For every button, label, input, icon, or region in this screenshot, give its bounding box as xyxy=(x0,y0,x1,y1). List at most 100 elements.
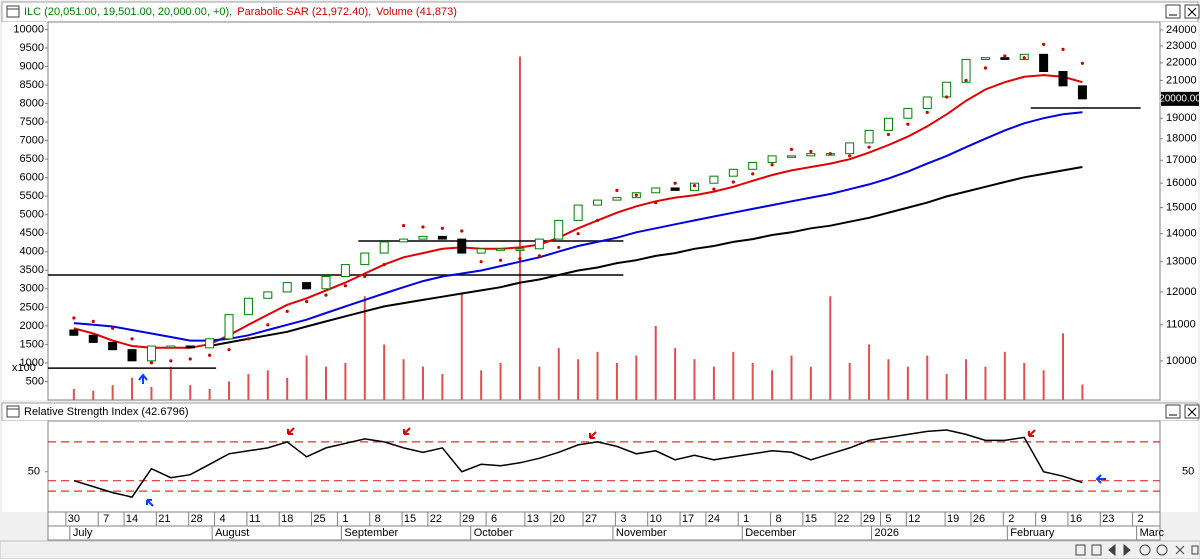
y-tick-label: 9500 xyxy=(20,42,44,54)
minimize-button[interactable] xyxy=(1165,404,1181,419)
sar-dot xyxy=(440,226,444,230)
y-tick-label: 2000 xyxy=(20,320,44,332)
candle xyxy=(1039,53,1049,73)
tool-icon[interactable] xyxy=(1191,545,1199,555)
y-tick-label: 3000 xyxy=(20,283,44,295)
volume-bar xyxy=(480,370,483,400)
candle xyxy=(980,57,990,60)
x-tick-label: 15 xyxy=(805,513,817,525)
sar-dot xyxy=(421,225,425,229)
volume-bar xyxy=(848,362,851,400)
sar-dot xyxy=(324,293,328,297)
tool-icon[interactable] xyxy=(1123,543,1131,557)
sell-arrow xyxy=(1028,429,1036,437)
panel-icon xyxy=(6,405,20,418)
volume-bar xyxy=(965,359,968,400)
y2-tick-label: 16000 xyxy=(1166,177,1197,189)
candle xyxy=(205,338,215,349)
volume-bar xyxy=(712,366,715,400)
sar-dot xyxy=(1022,56,1026,60)
moving-average xyxy=(209,166,1083,347)
volume-bar xyxy=(1023,362,1026,400)
rsi-plot-area xyxy=(47,420,1161,513)
sar-dot xyxy=(557,245,561,250)
y-tick-label: 6000 xyxy=(20,172,44,184)
last-price-label: 20000.00 xyxy=(1159,94,1200,105)
tool-icon[interactable] xyxy=(1108,543,1116,557)
x-tick-label: 9 xyxy=(1041,513,1047,525)
sar-dot xyxy=(111,326,115,330)
tool-icon[interactable] xyxy=(1091,544,1102,556)
x-tick-label: 6 xyxy=(491,513,497,525)
x-tick-label: 2 xyxy=(1008,513,1014,525)
y-tick-label: 4000 xyxy=(20,246,44,258)
sar-dot xyxy=(906,122,910,126)
candle xyxy=(942,81,952,98)
candle xyxy=(88,334,98,343)
tool-icon[interactable] xyxy=(1139,544,1151,556)
candle xyxy=(418,235,428,240)
panel-icon xyxy=(6,5,20,18)
minimize-button[interactable] xyxy=(1165,4,1181,19)
sar-dot xyxy=(731,180,735,184)
sell-arrow xyxy=(589,431,597,439)
candle xyxy=(786,155,796,158)
volume-bar xyxy=(286,377,289,400)
volume-bar xyxy=(945,374,948,400)
volume-bar xyxy=(693,359,696,400)
month-label: November xyxy=(616,527,667,539)
legend-entry: Parabolic SAR (21,972.40), xyxy=(237,6,371,18)
candle xyxy=(185,345,195,349)
tool-icon[interactable] xyxy=(1175,545,1185,555)
sar-dot xyxy=(751,172,755,176)
month-label: December xyxy=(745,527,796,539)
sar-dot xyxy=(1061,47,1065,51)
x-tick-label: 7 xyxy=(103,513,109,525)
x-tick-label: 28 xyxy=(191,513,203,525)
sar-dot xyxy=(169,359,173,363)
tool-icon[interactable] xyxy=(1075,544,1086,556)
sar-dot xyxy=(1042,42,1046,46)
volume-bar xyxy=(499,362,502,400)
legend: ILC (20,051.00, 19,501.00, 20,000.00, +0… xyxy=(24,6,457,18)
volume-bar xyxy=(1062,333,1065,400)
sar-dot xyxy=(343,284,347,288)
sar-dot xyxy=(246,337,251,341)
sar-dot xyxy=(925,110,929,114)
sar-dot xyxy=(130,337,134,341)
x-tick-label: 1 xyxy=(342,513,348,525)
candle xyxy=(651,187,661,194)
candle xyxy=(922,96,932,109)
y2-tick-label: 22000 xyxy=(1166,57,1197,69)
candle xyxy=(340,264,350,278)
month-label: Marc xyxy=(1140,527,1165,539)
volume-bar xyxy=(266,370,269,400)
x-tick-label: 22 xyxy=(837,513,849,525)
volume-bar xyxy=(189,385,192,400)
x-tick-label: 24 xyxy=(708,513,720,525)
candle xyxy=(864,129,874,144)
y-tick-label: 4500 xyxy=(20,227,44,239)
rsi-line xyxy=(73,429,1083,498)
tool-icon[interactable] xyxy=(1156,544,1168,556)
y-unit-label: x100 xyxy=(12,362,36,374)
candle xyxy=(263,291,273,299)
candle xyxy=(457,238,467,254)
volume-bar xyxy=(557,348,560,400)
candle xyxy=(282,282,292,293)
x-tick-label: 29 xyxy=(863,513,875,525)
status-bar xyxy=(0,540,1200,559)
sar-dot xyxy=(382,263,386,267)
x-tick-label: 1 xyxy=(743,513,749,525)
sar-dot xyxy=(692,183,697,188)
volume-bar xyxy=(518,56,521,400)
x-tick-label: 16 xyxy=(1070,513,1082,525)
month-label: 2026 xyxy=(875,527,899,539)
sar-dot xyxy=(285,309,289,313)
sar-dot xyxy=(188,357,192,361)
candle xyxy=(1000,57,1010,60)
volume-bar xyxy=(1003,351,1006,400)
moving-average xyxy=(73,74,1083,349)
sar-dot xyxy=(266,323,270,327)
